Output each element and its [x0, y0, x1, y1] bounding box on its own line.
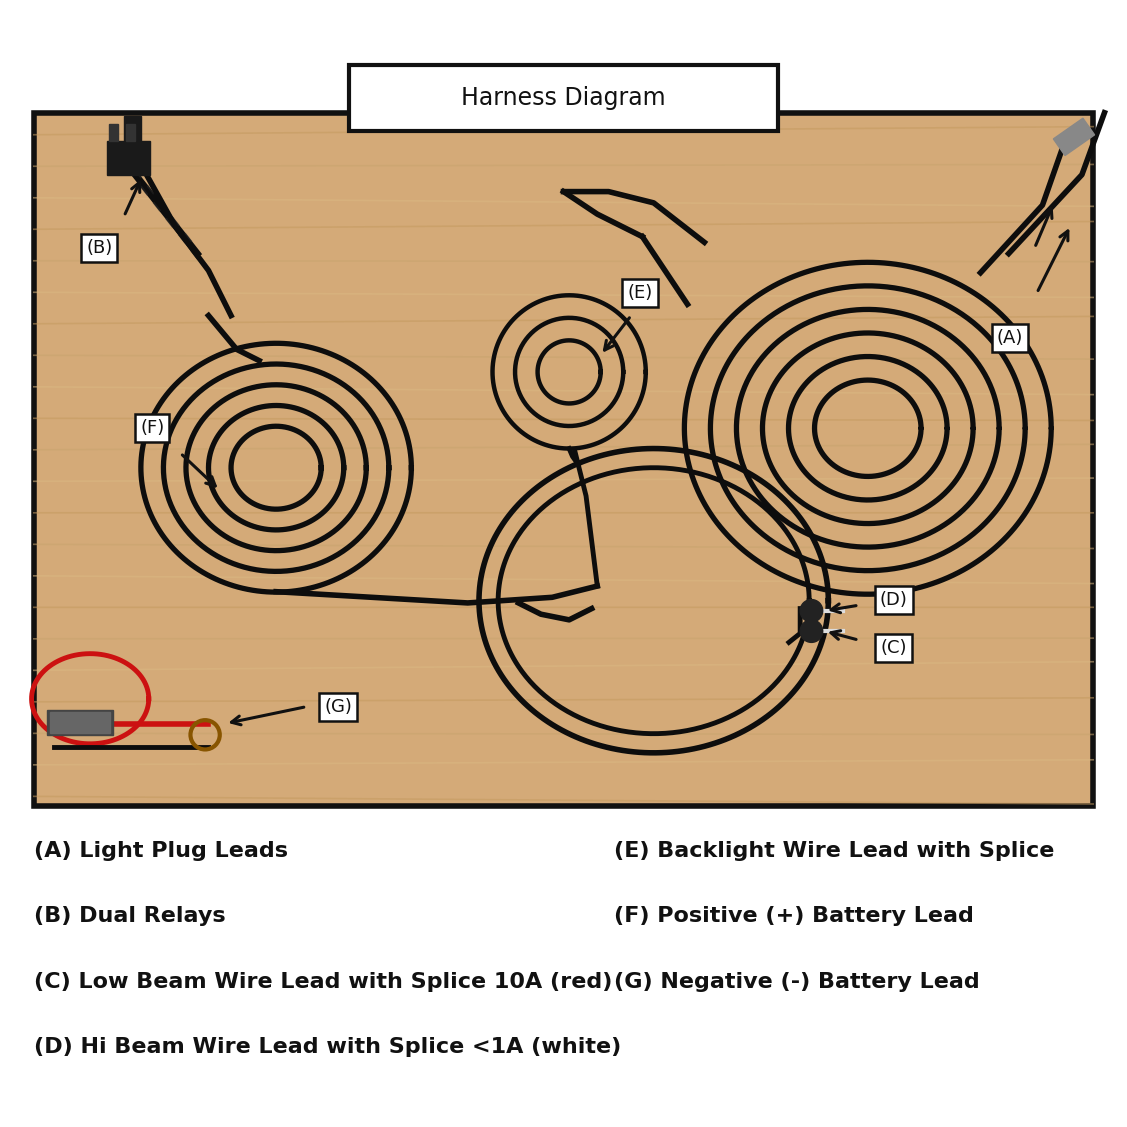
- FancyBboxPatch shape: [34, 113, 1093, 806]
- Bar: [107, 141, 150, 175]
- Text: (C) Low Beam Wire Lead with Splice 10A (red): (C) Low Beam Wire Lead with Splice 10A (…: [34, 971, 612, 992]
- Circle shape: [800, 620, 823, 642]
- Text: (E): (E): [628, 284, 653, 302]
- Text: (A) Light Plug Leads: (A) Light Plug Leads: [34, 841, 287, 861]
- Text: (B) Dual Relays: (B) Dual Relays: [34, 906, 225, 926]
- Text: (F): (F): [140, 419, 165, 437]
- Text: (C): (C): [880, 639, 907, 657]
- Text: (D): (D): [880, 591, 907, 609]
- FancyBboxPatch shape: [349, 65, 778, 131]
- Bar: [47, 710, 113, 735]
- Bar: [126, 124, 135, 141]
- Text: (A): (A): [996, 329, 1023, 347]
- Text: (D) Hi Beam Wire Lead with Splice <1A (white): (D) Hi Beam Wire Lead with Splice <1A (w…: [34, 1037, 621, 1057]
- Text: Harness Diagram: Harness Diagram: [461, 86, 666, 110]
- Bar: [124, 116, 141, 141]
- Text: (B): (B): [86, 239, 113, 257]
- Text: (G) Negative (-) Battery Lead: (G) Negative (-) Battery Lead: [614, 971, 980, 992]
- Bar: [109, 124, 118, 141]
- Text: (F) Positive (+) Battery Lead: (F) Positive (+) Battery Lead: [614, 906, 974, 926]
- Text: (G): (G): [325, 698, 352, 716]
- Text: (E) Backlight Wire Lead with Splice: (E) Backlight Wire Lead with Splice: [614, 841, 1055, 861]
- Bar: [50, 712, 110, 733]
- Bar: [1054, 118, 1094, 156]
- Circle shape: [800, 600, 823, 622]
